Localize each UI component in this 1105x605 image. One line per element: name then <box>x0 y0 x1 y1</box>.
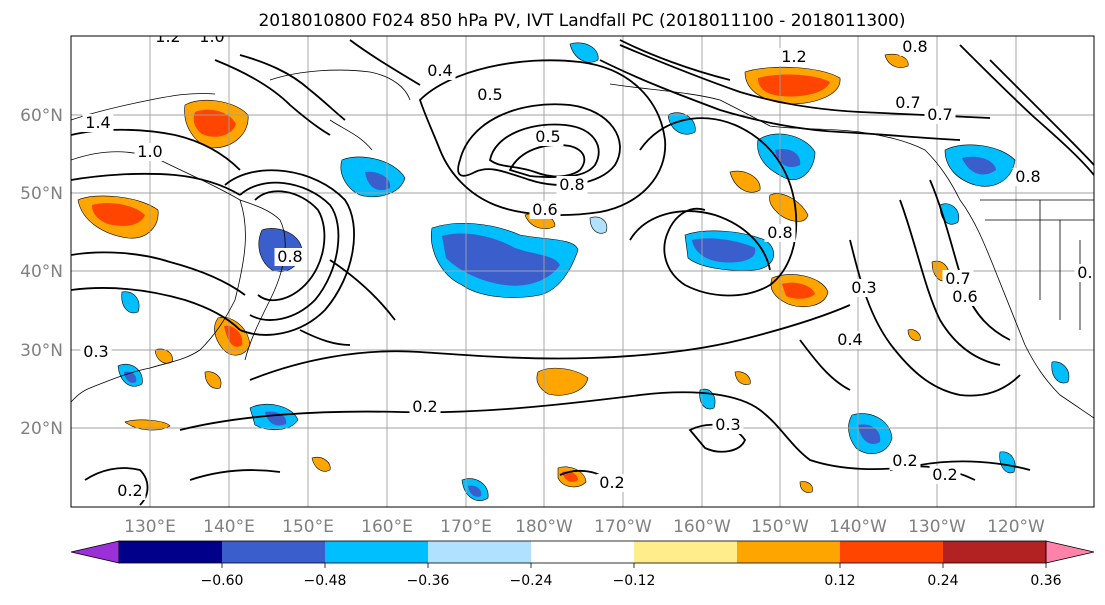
colorbar-tick-label: 0.12 <box>824 573 855 589</box>
contour-label: 1.4 <box>85 113 110 132</box>
colorbar-extend-high <box>1046 541 1094 563</box>
lon-label: 130°W <box>908 517 966 537</box>
lon-label: 140°E <box>203 517 255 537</box>
colorbar-tick-label: 0.24 <box>927 573 958 589</box>
lon-label: 140°W <box>829 517 887 537</box>
colorbar-tick-label: −0.24 <box>510 573 553 589</box>
contour-label: 0.4 <box>427 61 452 80</box>
contour-label: 0.2 <box>892 451 917 470</box>
contour-label: 0.7 <box>945 269 970 288</box>
contour-label: 0.3 <box>83 342 108 361</box>
colorbar-band <box>531 541 634 563</box>
lat-label: 30°N <box>20 341 63 361</box>
colorbar-tick-label: 0.36 <box>1030 573 1061 589</box>
colorbar-band <box>737 541 840 563</box>
contour-label: 0.8 <box>767 223 792 242</box>
colorbar-tick-label: −0.60 <box>201 573 244 589</box>
lon-label: 160°E <box>361 517 413 537</box>
contour-label: 0.2 <box>117 481 142 500</box>
contour-label: 0.7 <box>895 93 920 112</box>
lon-label: 160°W <box>673 517 731 537</box>
contour-label: 0.5 <box>477 85 502 104</box>
colorbar-band <box>428 541 531 563</box>
lat-label: 40°N <box>20 262 63 282</box>
colorbar-extend-low <box>71 541 119 563</box>
contour-label: 0.8 <box>902 37 927 56</box>
contour-label: 1.0 <box>137 142 162 161</box>
contour-label: 0.7 <box>1077 263 1102 282</box>
lon-label: 130°E <box>124 517 176 537</box>
lat-label: 50°N <box>20 184 63 204</box>
colorbar-tick-label: −0.36 <box>407 573 450 589</box>
contour-label: 0.7 <box>927 105 952 124</box>
contour-label: 0.8 <box>1015 167 1040 186</box>
colorbar: −0.60−0.48−0.36−0.24−0.120.120.240.360.4… <box>71 541 1105 589</box>
lon-label: 180°W <box>515 517 573 537</box>
contour-label: 0.2 <box>412 397 437 416</box>
lat-label: 60°N <box>20 106 63 126</box>
contour-label: 0.2 <box>599 473 624 492</box>
colorbar-band <box>119 541 222 563</box>
lon-label: 120°W <box>987 517 1045 537</box>
contour-label: 0.8 <box>559 175 584 194</box>
colorbar-band <box>634 541 737 563</box>
contour-label: 0.6 <box>532 200 557 219</box>
lon-label: 170°W <box>594 517 652 537</box>
contour-label: 0.2 <box>932 465 957 484</box>
contour-label: 0.8 <box>277 247 302 266</box>
lon-label: 170°E <box>440 517 492 537</box>
colorbar-band <box>943 541 1046 563</box>
latitude-labels: 60°N 50°N 40°N 30°N 20°N <box>20 106 63 439</box>
longitude-labels: 130°E 140°E 150°E 160°E 170°E 180°W 170°W 160°W… <box>124 517 1045 537</box>
contour-label: 0.4 <box>837 330 862 349</box>
contour-label: 1.2 <box>781 47 806 66</box>
figure-title: 2018010800 F024 850 hPa PV, IVT Landfall… <box>258 11 905 31</box>
contour-label: 0.5 <box>535 127 560 146</box>
contour-label: 0.6 <box>952 287 977 306</box>
colorbar-tick-label: −0.12 <box>613 573 656 589</box>
lon-label: 150°E <box>282 517 334 537</box>
map-panel: 1.21.01.41.00.40.50.50.80.61.20.80.70.70… <box>71 27 1105 507</box>
lat-label: 20°N <box>20 419 63 439</box>
colorbar-band <box>840 541 943 563</box>
lon-label: 150°W <box>751 517 809 537</box>
colorbar-band <box>325 541 428 563</box>
contour-label: 0.3 <box>851 278 876 297</box>
contour-label: 0.3 <box>715 415 740 434</box>
colorbar-tick-label: −0.48 <box>304 573 347 589</box>
colorbar-band <box>222 541 325 563</box>
